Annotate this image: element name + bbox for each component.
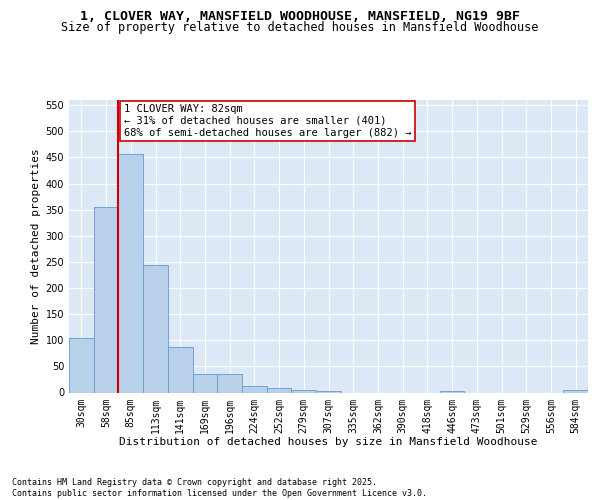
Bar [168,346,193,393]
Bar [563,390,588,392]
X-axis label: Distribution of detached houses by size in Mansfield Woodhouse: Distribution of detached houses by size … [119,437,538,447]
Text: 1, CLOVER WAY, MANSFIELD WOODHOUSE, MANSFIELD, NG19 9BF: 1, CLOVER WAY, MANSFIELD WOODHOUSE, MANS… [80,10,520,23]
Bar [292,390,316,392]
Bar [118,154,143,392]
Bar [440,391,464,392]
Text: 1 CLOVER WAY: 82sqm
← 31% of detached houses are smaller (401)
68% of semi-detac: 1 CLOVER WAY: 82sqm ← 31% of detached ho… [124,104,411,138]
Y-axis label: Number of detached properties: Number of detached properties [31,148,41,344]
Bar [193,374,217,392]
Text: Size of property relative to detached houses in Mansfield Woodhouse: Size of property relative to detached ho… [61,22,539,35]
Bar [143,265,168,392]
Bar [94,206,118,392]
Text: Contains HM Land Registry data © Crown copyright and database right 2025.
Contai: Contains HM Land Registry data © Crown c… [12,478,427,498]
Bar [69,338,94,392]
Bar [242,386,267,392]
Bar [316,391,341,392]
Bar [217,374,242,392]
Bar [267,388,292,392]
